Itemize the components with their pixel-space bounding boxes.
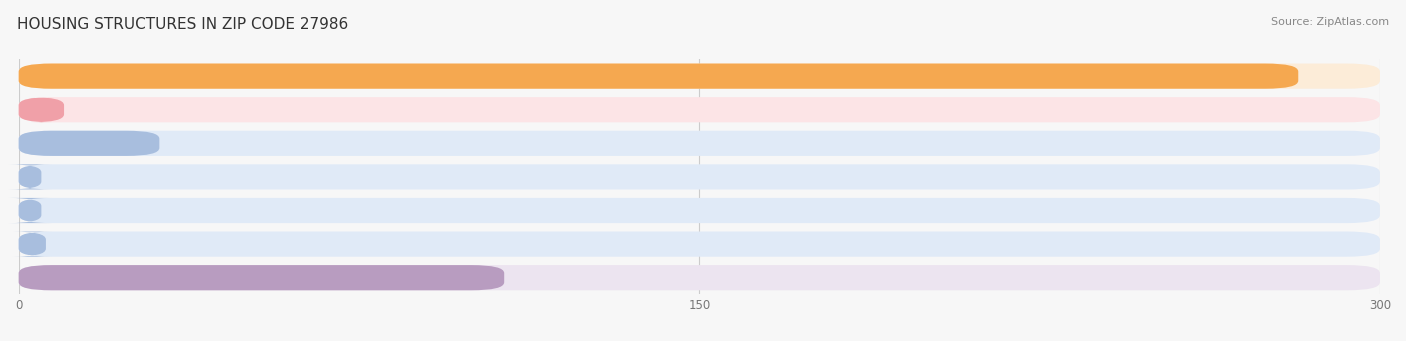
Text: 6: 6: [59, 238, 67, 251]
Text: 10 or more Apartments: 10 or more Apartments: [25, 238, 165, 251]
Text: 0: 0: [55, 170, 62, 183]
Text: 0: 0: [55, 204, 62, 217]
Text: Single Unit, Detached: Single Unit, Detached: [25, 70, 155, 83]
Text: Mobile Home / Other: Mobile Home / Other: [25, 271, 148, 284]
Text: 107: 107: [517, 271, 540, 284]
Text: 5 to 9 Unit Apartments: 5 to 9 Unit Apartments: [25, 204, 162, 217]
Text: HOUSING STRUCTURES IN ZIP CODE 27986: HOUSING STRUCTURES IN ZIP CODE 27986: [17, 17, 349, 32]
Text: 2 Unit Apartments: 2 Unit Apartments: [25, 137, 134, 150]
Text: 31: 31: [173, 137, 188, 150]
Text: 282: 282: [1341, 70, 1367, 83]
Text: Source: ZipAtlas.com: Source: ZipAtlas.com: [1271, 17, 1389, 27]
Text: 3 or 4 Unit Apartments: 3 or 4 Unit Apartments: [25, 170, 162, 183]
Text: Single Unit, Attached: Single Unit, Attached: [25, 103, 150, 116]
Text: 10: 10: [77, 103, 93, 116]
